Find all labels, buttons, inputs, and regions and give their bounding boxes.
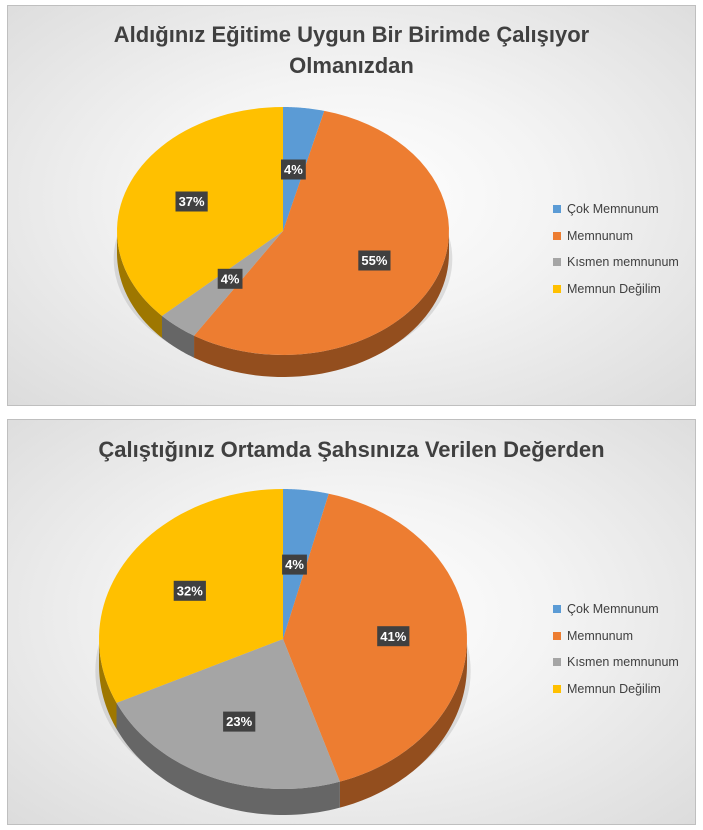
- legend-label: Memnunum: [567, 228, 633, 243]
- data-label-text: 4%: [285, 557, 304, 572]
- legend-swatch: [553, 631, 561, 640]
- data-label-2: 4%: [217, 268, 243, 289]
- data-label-1: 55%: [358, 250, 391, 271]
- data-label-3: 37%: [175, 191, 208, 212]
- legend-swatch: [553, 258, 561, 267]
- chart-title-line1: Aldığınız Eğitime Uygun Bir Birimde Çalı…: [113, 22, 590, 47]
- legend-item-memnunum: Memnunum: [553, 223, 679, 250]
- legend-swatch: [553, 231, 561, 240]
- data-label-bg: [281, 159, 306, 180]
- data-label-bg: [173, 580, 206, 601]
- pie-side-2: [116, 702, 340, 815]
- legend-label: Memnun Değilim: [567, 681, 661, 696]
- legend-label: Çok Memnunum: [567, 602, 659, 617]
- data-label-text: 32%: [177, 583, 203, 598]
- legend-swatch: [553, 284, 561, 293]
- data-label-bg: [175, 191, 208, 212]
- data-label-0: 4%: [282, 554, 307, 575]
- pie-side-1: [194, 231, 449, 377]
- chart-title: Çalıştığınız Ortamda Şahsınıza Verilen D…: [8, 434, 695, 465]
- data-label-bg: [217, 268, 243, 289]
- chart-panel-workplace-value: Çalıştığınız Ortamda Şahsınıza Verilen D…: [7, 419, 696, 825]
- legend-label: Kısmen memnunum: [567, 255, 679, 270]
- data-label-3: 32%: [173, 580, 206, 601]
- legend-item-kismen-memnunum: Kısmen memnunum: [553, 649, 679, 676]
- legend-item-memnun-degilim: Memnun Değilim: [553, 676, 679, 703]
- data-label-text: 23%: [226, 714, 252, 729]
- chart-title-line2: Olmanızdan: [289, 53, 414, 78]
- pie-side-2: [161, 315, 195, 358]
- data-label-text: 55%: [361, 253, 387, 268]
- pie-slice-1: [194, 110, 449, 355]
- legend: Çok Memnunum Memnunum Kısmen memnunum Me…: [553, 596, 679, 702]
- data-label-text: 4%: [284, 162, 303, 177]
- legend-swatch: [553, 684, 561, 693]
- pie-chart: 4% 55% 4% 37%: [113, 107, 453, 377]
- legend-swatch: [553, 658, 561, 667]
- legend-swatch: [553, 605, 561, 614]
- legend-label: Kısmen memnunum: [567, 655, 679, 670]
- data-label-2: 23%: [223, 711, 256, 732]
- chart-title: Aldığınız Eğitime Uygun Bir Birimde Çalı…: [8, 19, 695, 81]
- legend-swatch: [553, 205, 561, 214]
- legend-label: Memnunum: [567, 628, 633, 643]
- data-label-text: 4%: [221, 271, 240, 286]
- data-label-bg: [377, 626, 410, 647]
- pie-side-3: [99, 639, 117, 729]
- pie-side-3: [117, 231, 162, 338]
- pie-slice-1: [283, 493, 467, 782]
- legend-item-cok-memnunum: Çok Memnunum: [553, 596, 679, 623]
- data-label-text: 37%: [179, 194, 205, 209]
- pie-chart: 4% 41% 23% 32%: [95, 489, 471, 815]
- legend: Çok Memnunum Memnunum Kısmen memnunum Me…: [553, 196, 679, 302]
- legend-item-memnunum: Memnunum: [553, 623, 679, 650]
- data-label-1: 41%: [377, 626, 410, 647]
- legend-label: Çok Memnunum: [567, 202, 659, 217]
- legend-item-memnun-degilim: Memnun Değilim: [553, 276, 679, 303]
- data-label-bg: [358, 250, 391, 271]
- data-label-text: 41%: [380, 629, 406, 644]
- legend-item-kismen-memnunum: Kısmen memnunum: [553, 249, 679, 276]
- data-label-bg: [223, 711, 256, 732]
- chart-panel-training-unit: Aldığınız Eğitime Uygun Bir Birimde Çalı…: [7, 5, 696, 406]
- data-label-bg: [282, 554, 307, 575]
- legend-item-cok-memnunum: Çok Memnunum: [553, 196, 679, 223]
- pie-side-1: [339, 639, 467, 808]
- chart-title-line1: Çalıştığınız Ortamda Şahsınıza Verilen D…: [98, 437, 605, 462]
- legend-label: Memnun Değilim: [567, 281, 661, 296]
- data-label-0: 4%: [281, 159, 306, 180]
